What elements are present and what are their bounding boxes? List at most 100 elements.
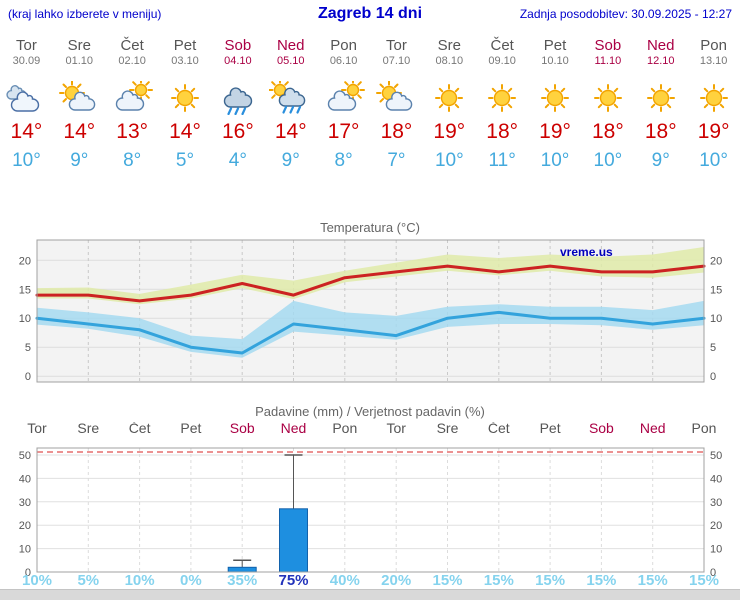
day-column: Sob 04.10 16° 4° xyxy=(211,30,264,172)
precipitation-chart: Tor Sre Čet Pet Sob Ned Pon Tor Sre Čet Pet Sob Ned P… xyxy=(19,422,723,589)
rain-sun-icon xyxy=(264,79,317,117)
temperature-chart: 0 0 5 5 10 10 15 15 20 20 vreme.us xyxy=(19,239,722,383)
day-column: Pon 06.10 17° 8° xyxy=(317,30,370,172)
day-date: 12.10 xyxy=(646,55,675,67)
min-temperature: 9° xyxy=(651,150,670,171)
min-temperature: 10° xyxy=(699,150,728,171)
sun-icon xyxy=(581,79,634,117)
sun-cloud-icon xyxy=(370,79,423,117)
day-name: Sob xyxy=(224,37,252,54)
precip-day-label: Pon xyxy=(332,422,357,436)
menu-hint: (kraj lahko izberete v meniju) xyxy=(8,7,162,21)
max-temperature: 18° xyxy=(592,120,624,143)
max-temperature: 19° xyxy=(539,120,571,143)
watermark-link[interactable]: vreme.us xyxy=(560,245,613,259)
precipitation-probability: 35% xyxy=(227,572,257,589)
day-date: 01.10 xyxy=(65,55,94,67)
precipitation-probability: 15% xyxy=(432,572,462,589)
day-date: 11.10 xyxy=(594,55,622,67)
svg-text:40: 40 xyxy=(710,473,722,485)
sun-icon xyxy=(423,79,476,117)
precipitation-chart-title: Padavine (mm) / Verjetnost padavin (%) xyxy=(255,404,485,419)
precip-day-label: Tor xyxy=(27,422,47,436)
precipitation-probability: 15% xyxy=(535,572,565,589)
day-column: Ned 12.10 18° 9° xyxy=(634,30,687,172)
precipitation-bar xyxy=(279,508,308,573)
svg-text:0: 0 xyxy=(25,567,31,579)
day-date: 03.10 xyxy=(171,55,199,67)
svg-text:15: 15 xyxy=(710,284,722,296)
sun-icon xyxy=(159,79,212,117)
max-temperature: 14° xyxy=(10,120,43,143)
day-name: Sre xyxy=(437,37,461,54)
svg-text:50: 50 xyxy=(19,450,31,462)
svg-text:20: 20 xyxy=(19,520,31,532)
svg-text:10: 10 xyxy=(19,313,31,325)
svg-text:10: 10 xyxy=(19,544,31,556)
min-temperature: 9° xyxy=(70,150,89,171)
precip-day-label: Sre xyxy=(77,422,99,436)
precip-day-label: Ned xyxy=(281,422,307,436)
svg-text:20: 20 xyxy=(710,520,722,532)
day-name: Pet xyxy=(173,37,197,54)
max-temperature: 16° xyxy=(221,120,254,143)
precip-day-label: Ned xyxy=(640,422,666,436)
day-name: Pon xyxy=(330,37,357,54)
horizontal-scrollbar[interactable] xyxy=(0,589,740,600)
day-column: Sre 01.10 14° 9° xyxy=(53,30,106,172)
day-date: 05.10 xyxy=(276,55,305,67)
max-temperature: 17° xyxy=(327,120,360,143)
min-temperature: 10° xyxy=(593,150,623,171)
svg-text:20: 20 xyxy=(19,255,31,267)
last-update-timestamp: Zadnja posodobitev: 30.09.2025 - 12:27 xyxy=(519,7,732,21)
day-name: Tor xyxy=(16,37,37,54)
svg-text:10: 10 xyxy=(710,313,722,325)
sun-icon xyxy=(687,79,740,117)
day-column: Sob 11.10 18° 10° xyxy=(581,30,634,172)
temperature-chart-title: Temperatura (°C) xyxy=(320,220,420,235)
precipitation-probability: 15% xyxy=(484,572,514,589)
svg-text:0: 0 xyxy=(710,371,716,383)
precip-day-label: Pet xyxy=(540,422,561,436)
day-name: Čet xyxy=(120,37,144,54)
max-temperature: 18° xyxy=(380,120,413,143)
day-column: Čet 02.10 13° 8° xyxy=(106,30,159,172)
precipitation-probability: 10% xyxy=(125,572,155,589)
day-date: 07.10 xyxy=(382,55,411,67)
day-name: Sre xyxy=(67,37,91,54)
day-column: Pon 13.10 19° 10° xyxy=(687,30,740,172)
precipitation-probability: 20% xyxy=(381,572,411,589)
day-name: Čet xyxy=(490,37,514,54)
max-temperature: 14° xyxy=(274,120,307,143)
sun-icon xyxy=(634,79,687,117)
sun-icon xyxy=(529,79,582,117)
sun-cloud-icon xyxy=(53,79,106,117)
page-header: (kraj lahko izberete v meniju) Zagreb 14… xyxy=(0,4,740,26)
rain-icon xyxy=(211,79,264,117)
cloud-icon xyxy=(0,79,53,117)
day-date: 13.10 xyxy=(699,55,728,67)
svg-text:40: 40 xyxy=(19,473,31,485)
day-name: Tor xyxy=(386,37,407,54)
min-temperature: 8° xyxy=(123,150,142,171)
day-column: Čet 09.10 18° 11° xyxy=(476,30,529,172)
svg-text:0: 0 xyxy=(710,567,716,579)
min-temperature: 11° xyxy=(488,150,516,171)
day-name: Ned xyxy=(646,37,675,54)
precipitation-probability: 15% xyxy=(689,572,719,589)
svg-text:30: 30 xyxy=(19,497,31,509)
page-title: Zagreb 14 dni xyxy=(317,5,423,22)
precipitation-probability: 15% xyxy=(586,572,616,589)
cloud-sun-icon xyxy=(317,79,370,117)
min-temperature: 4° xyxy=(228,150,247,171)
precip-day-label: Sob xyxy=(230,422,255,436)
svg-text:10: 10 xyxy=(710,544,722,556)
svg-text:5: 5 xyxy=(710,342,716,354)
min-temperature: 7° xyxy=(387,150,406,171)
precipitation-probability: 40% xyxy=(330,572,360,589)
precipitation-probability: 10% xyxy=(22,572,52,589)
precip-day-label: Tor xyxy=(386,422,406,436)
day-date: 08.10 xyxy=(435,55,464,67)
max-temperature: 19° xyxy=(433,120,466,143)
